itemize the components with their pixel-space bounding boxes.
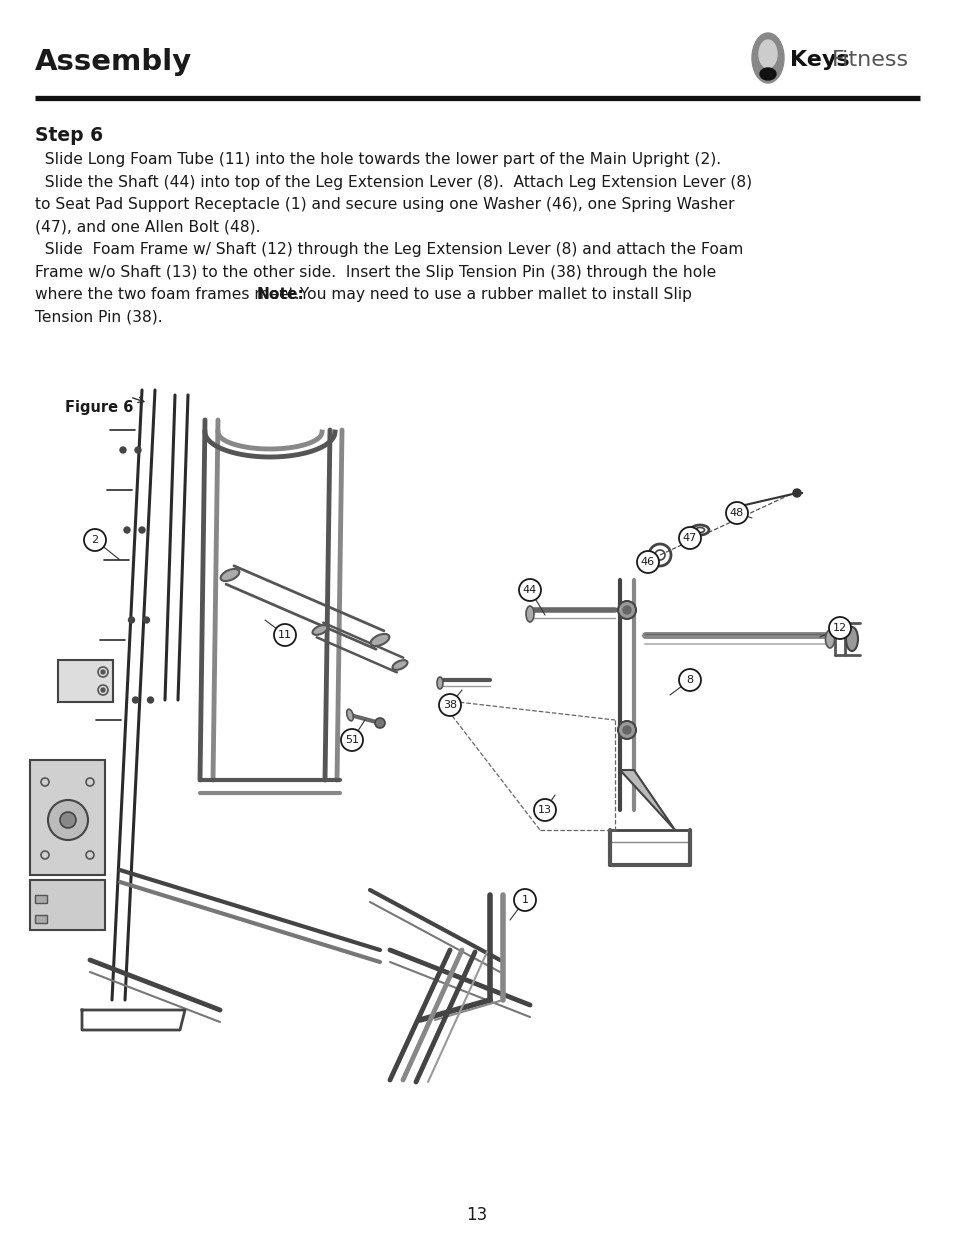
Text: Slide Long Foam Tube (11) into the hole towards the lower part of the Main Uprig: Slide Long Foam Tube (11) into the hole … — [35, 152, 720, 167]
Circle shape — [637, 551, 659, 573]
Bar — [30, 881, 105, 930]
Ellipse shape — [436, 677, 442, 689]
Ellipse shape — [220, 569, 239, 582]
Text: to Seat Pad Support Receptacle (1) and secure using one Washer (46), one Spring : to Seat Pad Support Receptacle (1) and s… — [35, 198, 734, 212]
Circle shape — [101, 688, 105, 692]
Text: 11: 11 — [277, 630, 292, 640]
Circle shape — [618, 721, 636, 739]
Text: Step 6: Step 6 — [35, 126, 103, 144]
Ellipse shape — [346, 709, 353, 721]
Circle shape — [132, 697, 138, 703]
Circle shape — [514, 889, 536, 911]
Circle shape — [828, 618, 850, 638]
Text: 48: 48 — [729, 508, 743, 517]
Bar — [35, 915, 47, 923]
Circle shape — [129, 618, 134, 622]
Circle shape — [534, 799, 556, 821]
Text: 1: 1 — [521, 895, 528, 905]
Bar — [35, 895, 47, 903]
Bar — [30, 760, 105, 876]
Circle shape — [101, 671, 105, 674]
Ellipse shape — [525, 606, 534, 622]
Text: 13: 13 — [466, 1207, 487, 1224]
Circle shape — [679, 527, 700, 550]
Text: (47), and one Allen Bolt (48).: (47), and one Allen Bolt (48). — [35, 220, 260, 235]
Ellipse shape — [760, 68, 775, 80]
Text: Frame w/o Shaft (13) to the other side.  Insert the Slip Tension Pin (38) throug: Frame w/o Shaft (13) to the other side. … — [35, 264, 716, 279]
Text: where the two foam frames meet.: where the two foam frames meet. — [35, 287, 309, 303]
Text: 47: 47 — [682, 534, 697, 543]
Circle shape — [679, 669, 700, 692]
Text: Assembly: Assembly — [35, 48, 193, 77]
Text: Figure 6: Figure 6 — [65, 400, 133, 415]
Ellipse shape — [759, 40, 776, 68]
Ellipse shape — [370, 634, 389, 646]
Ellipse shape — [392, 661, 407, 669]
Circle shape — [725, 501, 747, 524]
Circle shape — [622, 726, 630, 734]
Polygon shape — [619, 769, 675, 830]
Circle shape — [518, 579, 540, 601]
Circle shape — [438, 694, 460, 716]
Text: Tension Pin (38).: Tension Pin (38). — [35, 310, 162, 325]
Text: You may need to use a rubber mallet to install Slip: You may need to use a rubber mallet to i… — [290, 287, 692, 303]
Circle shape — [274, 624, 295, 646]
Circle shape — [622, 606, 630, 614]
Text: 13: 13 — [537, 805, 552, 815]
Ellipse shape — [751, 33, 783, 83]
Circle shape — [48, 800, 88, 840]
Text: 2: 2 — [91, 535, 98, 545]
Ellipse shape — [845, 627, 857, 651]
Circle shape — [792, 489, 801, 496]
Circle shape — [618, 601, 636, 619]
Circle shape — [135, 447, 141, 453]
Text: Keys: Keys — [789, 49, 849, 70]
Circle shape — [124, 527, 130, 534]
Text: Slide the Shaft (44) into top of the Leg Extension Lever (8).  Attach Leg Extens: Slide the Shaft (44) into top of the Leg… — [35, 174, 751, 189]
Ellipse shape — [824, 630, 834, 648]
Text: 46: 46 — [640, 557, 655, 567]
Text: 38: 38 — [442, 700, 456, 710]
Text: 8: 8 — [686, 676, 693, 685]
Text: 44: 44 — [522, 585, 537, 595]
Ellipse shape — [313, 625, 327, 635]
Circle shape — [375, 718, 385, 727]
Bar — [58, 659, 112, 701]
Circle shape — [340, 729, 363, 751]
Circle shape — [120, 447, 126, 453]
Text: Note:: Note: — [256, 287, 304, 303]
Circle shape — [143, 618, 150, 622]
Circle shape — [139, 527, 145, 534]
Circle shape — [60, 811, 76, 827]
Text: 51: 51 — [345, 735, 358, 745]
Circle shape — [84, 529, 106, 551]
Text: Fitness: Fitness — [831, 49, 908, 70]
Text: 12: 12 — [832, 622, 846, 634]
Text: Slide  Foam Frame w/ Shaft (12) through the Leg Extension Lever (8) and attach t: Slide Foam Frame w/ Shaft (12) through t… — [35, 242, 742, 257]
Circle shape — [148, 697, 153, 703]
